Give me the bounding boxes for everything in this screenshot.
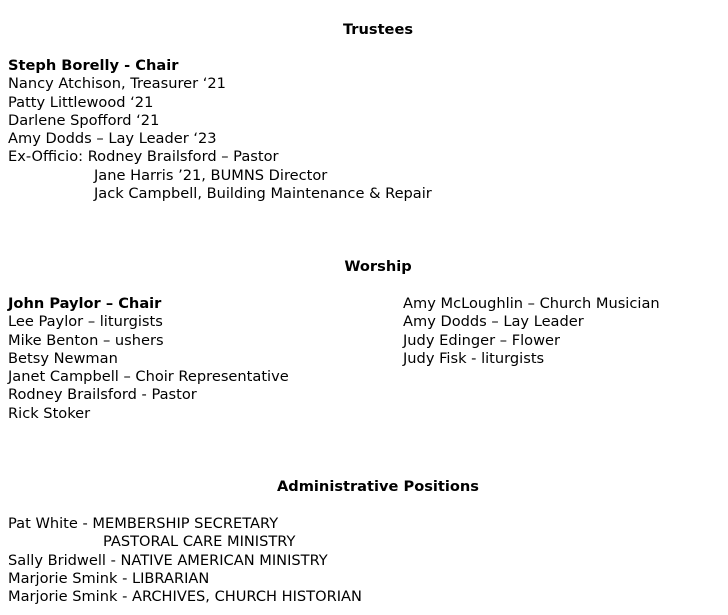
- admin-heading: Administrative Positions: [276, 478, 479, 495]
- worship-left-list: John Paylor – Chair Lee Paylor – liturgi…: [8, 295, 289, 423]
- list-item: Lee Paylor – liturgists: [8, 313, 163, 331]
- list-item: Mike Benton – ushers: [8, 331, 164, 349]
- list-item: Marjorie Smink - ARCHIVES, CHURCH HISTOR…: [8, 588, 362, 606]
- list-item: PASTORAL CARE MINISTRY: [103, 533, 296, 551]
- list-item: Amy Dodds – Lay Leader: [403, 313, 584, 331]
- list-item: Nancy Atchison, Treasurer ‘21: [8, 75, 226, 93]
- admin-list: Pat White - MEMBERSHIP SECRETARY PASTORA…: [8, 515, 362, 606]
- list-item: Rodney Brailsford - Pastor: [8, 386, 197, 404]
- list-item: Pat White - MEMBERSHIP SECRETARY: [8, 515, 279, 532]
- trustees-heading: Trustees: [342, 21, 414, 38]
- list-item: Rick Stoker: [8, 404, 91, 422]
- list-item: Marjorie Smink - LIBRARIAN: [8, 569, 210, 587]
- list-item: Judy Edinger – Flower: [403, 331, 560, 349]
- worship-chair: John Paylor – Chair: [8, 295, 162, 312]
- worship-right-list: Amy McLoughlin – Church Musician Amy Dod…: [403, 295, 660, 368]
- list-item: Betsy Newman: [8, 349, 118, 367]
- list-item: Janet Campbell – Choir Representative: [8, 368, 289, 386]
- trustees-list: Steph Borelly - Chair Nancy Atchison, Tr…: [8, 57, 432, 203]
- list-item: Patty Littlewood ‘21: [8, 93, 154, 111]
- list-item: Ex-Officio: Rodney Brailsford – Pastor: [8, 148, 279, 166]
- trustees-chair: Steph Borelly - Chair: [8, 57, 179, 74]
- list-item: Jack Campbell, Building Maintenance & Re…: [94, 185, 432, 203]
- list-item: Darlene Spofford ‘21: [8, 111, 160, 129]
- list-item: Amy McLoughlin – Church Musician: [403, 295, 660, 312]
- list-item: Judy Fisk - liturgists: [403, 349, 545, 367]
- worship-heading: Worship: [344, 258, 412, 275]
- list-item: Sally Bridwell - NATIVE AMERICAN MINISTR…: [8, 551, 328, 569]
- list-item: Amy Dodds – Lay Leader ‘23: [8, 130, 217, 148]
- list-item: Jane Harris ’21, BUMNS Director: [94, 166, 328, 184]
